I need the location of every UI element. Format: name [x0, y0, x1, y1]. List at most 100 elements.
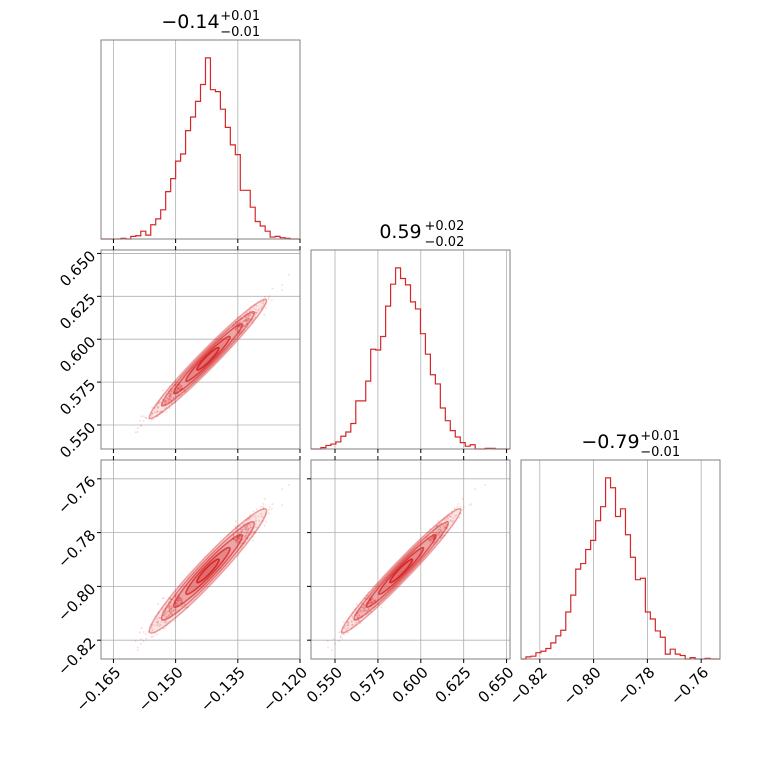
- sample-point: [164, 621, 167, 624]
- sample-point: [168, 604, 171, 607]
- sample-point: [258, 520, 260, 522]
- sample-point: [371, 597, 374, 600]
- sample-point: [451, 520, 454, 523]
- sample-point: [168, 613, 170, 616]
- sample-point: [458, 516, 461, 519]
- sample-point: [175, 601, 178, 604]
- sample-point: [170, 611, 173, 614]
- sample-point: [168, 608, 171, 610]
- sample-point: [438, 528, 440, 531]
- sample-point: [177, 387, 180, 390]
- sample-point: [148, 630, 151, 633]
- sample-point: [370, 601, 373, 604]
- density-contour: [365, 533, 437, 608]
- sample-point: [239, 525, 242, 527]
- sample-point: [459, 512, 462, 515]
- sample-point: [432, 536, 435, 539]
- sample-point: [262, 505, 265, 508]
- sample-point: [459, 505, 462, 508]
- sample-point: [163, 614, 165, 617]
- sample-point: [235, 540, 237, 542]
- sample-point: [358, 614, 361, 617]
- sample-point: [175, 388, 178, 391]
- sample-point: [358, 613, 360, 616]
- sample-point: [177, 603, 180, 605]
- sample-point: [168, 398, 171, 401]
- sample-point: [160, 410, 163, 412]
- sample-point: [237, 524, 239, 527]
- sample-point: [456, 506, 459, 508]
- sample-point: [171, 402, 174, 405]
- sample-point: [263, 313, 266, 316]
- grid-layer: [101, 40, 702, 659]
- sample-point: [151, 413, 154, 415]
- sample-point: [151, 628, 154, 630]
- sample-point: [363, 608, 366, 611]
- sample-point: [457, 503, 460, 505]
- sample-point: [181, 600, 184, 602]
- sample-point: [168, 395, 171, 398]
- density-contour: [148, 298, 268, 420]
- sample-point: [365, 594, 368, 597]
- sample-point: [370, 601, 372, 604]
- sample-point: [186, 607, 189, 609]
- sample-point: [155, 411, 158, 414]
- sample-point: [244, 534, 247, 537]
- sample-point: [156, 406, 159, 409]
- sample-point: [163, 400, 166, 402]
- sample-point: [430, 537, 432, 540]
- sample-point: [179, 597, 182, 600]
- sample-point: [340, 630, 343, 633]
- sample-point: [433, 535, 436, 537]
- sample-point: [156, 621, 159, 624]
- sample-point: [351, 623, 354, 626]
- sample-point: [167, 398, 170, 401]
- sample-point: [175, 389, 177, 392]
- sample-point: [251, 312, 254, 314]
- sample-point: [369, 599, 372, 602]
- sample-point: [429, 539, 432, 542]
- sample-point: [238, 535, 241, 538]
- sample-point: [180, 599, 183, 601]
- sample-point: [435, 524, 438, 527]
- sample-point: [169, 613, 172, 616]
- sample-point: [346, 624, 348, 627]
- sample-point: [345, 628, 348, 630]
- sample-point: [170, 608, 173, 611]
- sample-point: [173, 620, 176, 622]
- sample-point: [445, 522, 447, 525]
- sample-point: [184, 606, 187, 609]
- sample-point: [170, 394, 172, 396]
- sample-point: [264, 302, 267, 305]
- sample-point: [484, 484, 487, 486]
- sample-point: [438, 532, 441, 534]
- sample-point: [444, 524, 447, 527]
- sample-point: [243, 536, 246, 538]
- sample-point: [373, 600, 376, 602]
- sample-point: [176, 599, 179, 602]
- sample-point: [151, 623, 154, 626]
- sample-point: [250, 533, 253, 536]
- x-tick-label: −0.150: [135, 663, 187, 715]
- sample-point: [248, 318, 250, 320]
- sample-point: [351, 611, 354, 614]
- sample-point: [357, 620, 360, 622]
- sample-point: [435, 532, 437, 535]
- sample-point: [342, 627, 345, 630]
- sample-point: [247, 319, 250, 322]
- sample-point: [169, 612, 172, 615]
- sample-point: [442, 526, 445, 529]
- sample-point: [165, 611, 168, 614]
- sample-point: [157, 612, 160, 615]
- y-tick-label: 0.600: [56, 333, 99, 376]
- scatter-panel-0-2: [134, 484, 290, 652]
- sample-point: [357, 619, 360, 622]
- sample-point: [178, 388, 181, 391]
- sample-point: [247, 517, 249, 520]
- sample-point: [246, 524, 249, 527]
- sample-point: [363, 597, 366, 599]
- sample-point: [154, 406, 156, 409]
- sample-point: [170, 607, 173, 610]
- sample-point: [244, 323, 247, 326]
- sample-point: [236, 536, 239, 539]
